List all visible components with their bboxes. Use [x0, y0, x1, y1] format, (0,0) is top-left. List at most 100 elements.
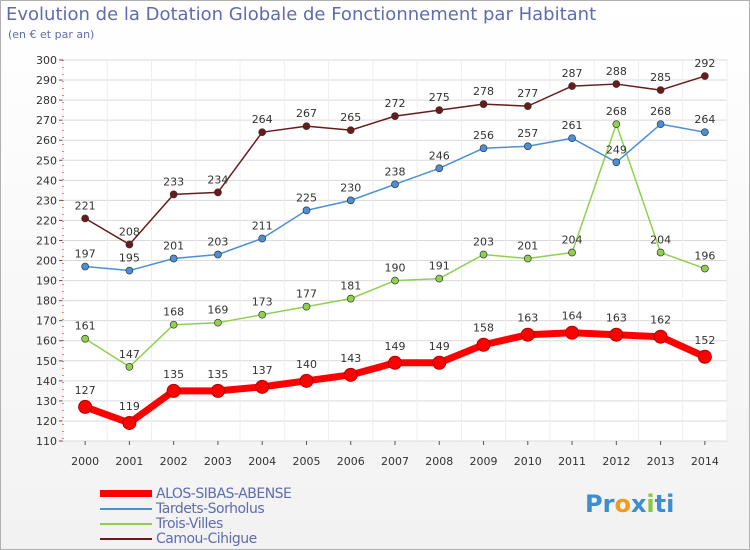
data-label: 268 — [650, 105, 671, 118]
data-point — [656, 120, 665, 129]
data-label: 256 — [473, 129, 494, 142]
data-point — [523, 102, 532, 110]
data-point — [653, 329, 668, 344]
data-point — [169, 190, 178, 199]
data-label: 191 — [429, 260, 450, 273]
legend-item: Trois-Villes — [100, 516, 291, 532]
data-label: 275 — [429, 91, 450, 104]
x-tick-label: 2003 — [204, 455, 232, 468]
data-label: 168 — [163, 306, 184, 319]
logo-part: ti — [654, 490, 675, 518]
data-point — [435, 106, 444, 114]
x-tick-label: 2002 — [160, 455, 188, 468]
data-label: 137 — [252, 364, 273, 377]
data-label: 285 — [650, 71, 671, 84]
y-tick-label: 260 — [36, 134, 57, 147]
data-label: 249 — [606, 143, 627, 156]
data-label: 196 — [694, 250, 715, 263]
data-label: 265 — [340, 111, 361, 124]
data-point — [391, 112, 399, 120]
y-tick-label: 170 — [36, 315, 57, 328]
logo-part: x — [630, 490, 647, 518]
data-point — [214, 188, 222, 197]
data-point — [81, 262, 89, 271]
x-tick-label: 2007 — [381, 455, 409, 468]
x-tick-label: 2010 — [514, 455, 542, 468]
x-tick-label: 2014 — [691, 455, 719, 468]
data-label: 246 — [429, 149, 450, 162]
data-label: 197 — [75, 248, 96, 261]
data-label: 257 — [517, 127, 538, 140]
data-label: 208 — [119, 225, 140, 238]
data-label: 201 — [163, 240, 184, 253]
data-label: 149 — [385, 340, 406, 353]
x-tick-label: 2000 — [71, 455, 99, 468]
x-tick-label: 2012 — [602, 455, 630, 468]
legend-item: Camou-Cihigue — [100, 531, 291, 547]
y-tick-label: 150 — [36, 355, 57, 368]
chart-subtitle: (en € et par an) — [8, 28, 95, 41]
data-point — [701, 128, 709, 137]
data-point — [701, 72, 709, 80]
y-tick-label: 210 — [36, 234, 57, 247]
x-tick-label: 2005 — [292, 455, 320, 468]
chart-title: Evolution de la Dotation Globale de Fonc… — [6, 4, 597, 25]
data-label: 173 — [252, 296, 273, 309]
y-tick-label: 280 — [36, 94, 57, 107]
data-point — [81, 334, 89, 343]
x-tick-label: 2009 — [470, 455, 498, 468]
data-label: 143 — [340, 352, 361, 365]
y-tick-label: 110 — [36, 435, 57, 448]
data-point — [476, 337, 491, 352]
legend-swatch — [100, 522, 152, 525]
x-tick-label: 2001 — [115, 455, 143, 468]
y-tick-label: 190 — [36, 275, 57, 288]
data-point — [302, 122, 311, 131]
data-label: 169 — [207, 304, 228, 317]
y-tick-label: 140 — [36, 375, 57, 388]
y-tick-label: 290 — [36, 74, 57, 87]
data-label: 288 — [606, 65, 627, 78]
data-point — [125, 240, 134, 249]
data-point — [432, 355, 447, 370]
data-label: 201 — [517, 240, 538, 253]
x-tick-label: 2006 — [337, 455, 365, 468]
data-point — [343, 367, 358, 382]
legend-item: ALOS-SIBAS-ABENSE — [100, 486, 292, 502]
data-label: 234 — [207, 173, 228, 186]
data-label: 149 — [429, 340, 450, 353]
data-point — [435, 164, 444, 173]
data-label: 272 — [385, 97, 406, 110]
x-tick-label: 2004 — [248, 455, 276, 468]
legend-item: Tardets-Sorholus — [100, 501, 291, 517]
data-label: 162 — [650, 314, 671, 327]
data-label: 135 — [207, 368, 228, 381]
data-label: 287 — [562, 67, 583, 80]
data-label: 135 — [163, 368, 184, 381]
data-label: 195 — [119, 252, 140, 265]
data-label: 203 — [207, 236, 228, 249]
logo-part: i — [646, 490, 655, 518]
data-point — [214, 250, 222, 259]
data-point — [568, 248, 576, 257]
data-point — [701, 264, 709, 273]
data-label: 140 — [296, 358, 317, 371]
data-point — [346, 196, 355, 205]
y-tick-label: 120 — [36, 415, 57, 428]
data-point — [346, 294, 355, 303]
data-label: 278 — [473, 85, 494, 98]
y-tick-label: 220 — [36, 214, 57, 227]
data-label: 204 — [562, 234, 583, 247]
data-point — [258, 128, 267, 137]
data-point — [656, 248, 665, 257]
data-point — [479, 144, 488, 153]
data-point — [166, 383, 181, 398]
data-point — [299, 373, 314, 388]
data-point — [479, 100, 488, 108]
data-point — [346, 126, 355, 135]
data-label: 152 — [694, 334, 715, 347]
data-point — [609, 327, 624, 342]
data-label: 127 — [75, 384, 96, 397]
data-label: 190 — [385, 262, 406, 275]
